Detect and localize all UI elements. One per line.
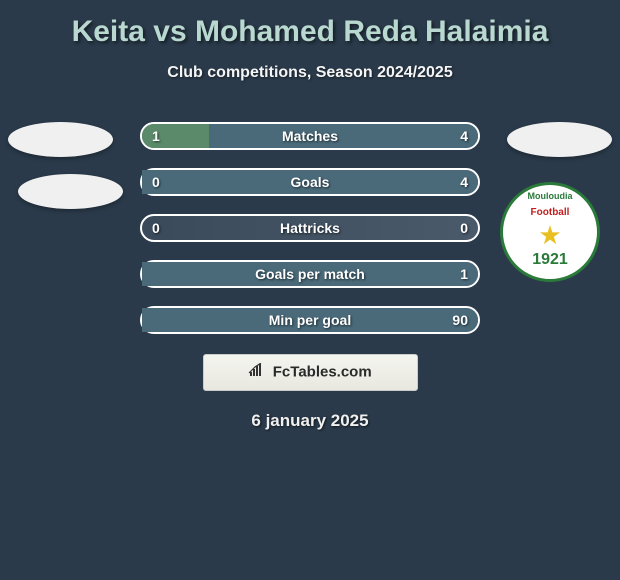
stat-pill: Goals per match1 [140, 260, 480, 288]
badge-star-icon: ★ [538, 220, 561, 251]
stat-label: Min per goal [142, 312, 478, 328]
stat-label: Matches [142, 128, 478, 144]
player-left-avatar-2 [18, 174, 123, 209]
stat-pill: Min per goal90 [140, 306, 480, 334]
stat-row: 0Goals4 [140, 168, 480, 196]
stat-row: Goals per match1 [140, 260, 480, 288]
stat-right-value: 90 [452, 312, 468, 328]
stat-row: 0Hattricks0 [140, 214, 480, 242]
stat-row: 1Matches4 [140, 122, 480, 150]
badge-top-text: Mouloudia [528, 191, 573, 201]
comparison-subtitle: Club competitions, Season 2024/2025 [0, 64, 620, 82]
player-right-avatar [507, 122, 612, 157]
footer-brand: FcTables.com [273, 364, 372, 381]
stat-label: Goals per match [142, 266, 478, 282]
chart-icon [248, 363, 266, 382]
stat-row: Min per goal90 [140, 306, 480, 334]
stat-pill: 0Goals4 [140, 168, 480, 196]
comparison-title: Keita vs Mohamed Reda Halaimia [0, 15, 620, 49]
stat-right-value: 0 [460, 220, 468, 236]
player-left-avatar [8, 122, 113, 157]
stat-label: Goals [142, 174, 478, 190]
stat-right-value: 1 [460, 266, 468, 282]
stat-pill: 0Hattricks0 [140, 214, 480, 242]
report-date: 6 january 2025 [0, 411, 620, 431]
stat-pill: 1Matches4 [140, 122, 480, 150]
stats-area: Mouloudia Football ★ 1921 1Matches40Goal… [0, 122, 620, 334]
stat-label: Hattricks [142, 220, 478, 236]
stat-right-value: 4 [460, 128, 468, 144]
club-badge: Mouloudia Football ★ 1921 [500, 182, 600, 282]
footer-attribution: FcTables.com [203, 354, 418, 391]
badge-circle: Mouloudia Football ★ 1921 [500, 182, 600, 282]
badge-mid-text: Football [531, 207, 570, 218]
badge-year: 1921 [532, 251, 568, 269]
stat-right-value: 4 [460, 174, 468, 190]
